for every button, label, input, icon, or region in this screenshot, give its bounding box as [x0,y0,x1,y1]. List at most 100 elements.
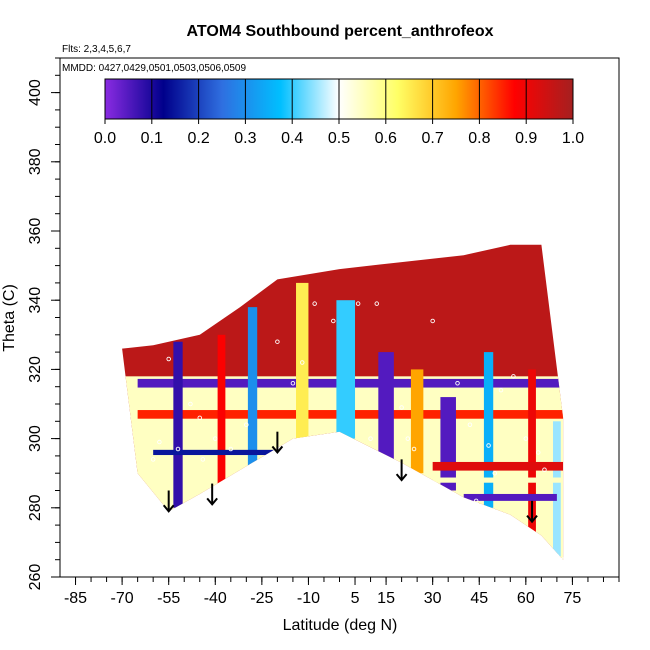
y-tick-label: 360 [27,218,44,245]
observation-points [150,301,566,562]
observation-point [299,360,305,365]
arrow-marker [206,483,218,506]
colorbar-tick-label: 0.8 [468,130,490,147]
observation-point [523,436,529,441]
colorbar-tick-label: 1.0 [562,130,584,147]
heatmap-band [432,461,564,471]
colorbar-tick-label: 0.3 [234,130,256,147]
heatmap-band [553,421,561,557]
y-axis-label: Theta (C) [1,284,18,352]
observation-point [197,415,202,421]
y-tick-label: 400 [27,79,44,106]
x-tick-label: -40 [204,590,227,607]
observation-point [355,301,361,306]
observation-point [542,467,547,472]
x-tick-label: -55 [157,590,180,607]
observation-point [166,356,171,362]
arrow-head [395,473,408,482]
x-tick-label: 75 [564,590,582,607]
dates-label: MMDD: 0427,0429,0501,0503,0506,0509 [62,63,246,74]
observation-point [554,553,560,559]
arrow-head [526,514,538,524]
observation-point [455,380,460,386]
y-tick-label: 260 [27,564,44,591]
observation-point [312,301,317,306]
observation-point [486,443,491,448]
x-axis-label: Latitude (deg N) [283,617,398,634]
observation-point [430,318,435,324]
heatmap-band [173,341,183,508]
colorbar-tick-label: 0.7 [421,130,443,147]
observation-point [150,457,156,462]
x-tick-label: -70 [111,590,134,607]
heatmap-band [432,477,564,483]
colorbar-tick-label: 0.9 [515,130,537,147]
arrow-marker [162,490,175,513]
observation-point [511,374,516,379]
colorbar-tick-label: 0.0 [94,130,116,147]
observation-point [411,446,417,452]
observation-point [374,301,380,306]
arrow-marker [526,500,538,524]
observation-point [399,405,404,410]
observation-point [157,439,162,445]
heatmap-band [440,397,456,491]
arrow-marker [271,431,284,455]
observation-point [175,446,181,452]
x-tick-label: -25 [250,590,273,607]
arrow-marker [395,459,408,482]
observation-point [368,436,373,441]
arrow-markers [162,431,538,524]
colorbar-tick-label: 0.1 [141,130,163,147]
x-tick-label: -10 [297,590,320,607]
x-tick-label: -85 [64,590,87,607]
observation-point [275,339,280,344]
colorbar-ticks: 0.0 0.1 0.2 0.3 0.4 0.5 0.6 0.7 0.8 0.9 1.0 [94,79,584,147]
observation-point [244,422,249,428]
y-tick-label: 300 [27,425,44,452]
observation-point [228,446,234,452]
observation-point [560,557,566,562]
heatmap-band [378,352,394,467]
observation-point [290,380,296,386]
chart-title: ATOM4 Southbound percent_anthrofeox [187,23,494,40]
x-tick-label: 5 [351,590,360,607]
flights-label: Flts: 2,3,4,5,6,7 [62,44,131,55]
arrow-head [162,504,175,513]
observation-point [331,318,336,324]
colorbar-tick-label: 0.5 [328,130,350,147]
heatmap-band [528,369,536,536]
x-tick-label: 15 [377,590,395,607]
y-tick-label: 280 [27,494,44,521]
heatmap-band [336,300,356,439]
colorbar-tick-label: 0.4 [281,130,303,147]
observation-point [213,436,218,441]
observation-point [473,498,479,504]
colorbar: 0.0 0.1 0.2 0.3 0.4 0.5 0.6 0.7 0.8 0.9 1.0 [94,78,584,147]
heatmap-band [247,307,258,474]
observation-point [536,450,541,455]
colorbar-tick-label: 0.2 [187,130,209,147]
observation-point [188,401,193,407]
x-tick-label: 45 [470,590,488,607]
heatmap-band [463,493,557,501]
arrow-head [271,445,284,455]
y-tick-label: 340 [27,287,44,314]
y-tick-label: 380 [27,148,44,175]
y-axis-ticks: 260 280 300 320 340 360 380 400 [27,57,60,591]
colorbar-tick-label: 0.6 [375,130,397,147]
x-axis-ticks: -85 -70 -55 -40 -25 -10 5 15 30 45 60 75 [64,577,620,607]
observation-point [492,470,498,476]
x-tick-label: 30 [424,590,442,607]
observation-point [467,422,473,428]
heatmap-band [217,334,226,491]
heatmap-band [153,449,278,456]
observation-point [200,457,206,462]
observation-point [405,436,411,441]
observation-point [498,387,504,393]
heatmap-band [483,352,494,508]
x-tick-label: 60 [517,590,535,607]
y-tick-label: 320 [27,356,44,383]
heatmap-band [410,369,424,474]
